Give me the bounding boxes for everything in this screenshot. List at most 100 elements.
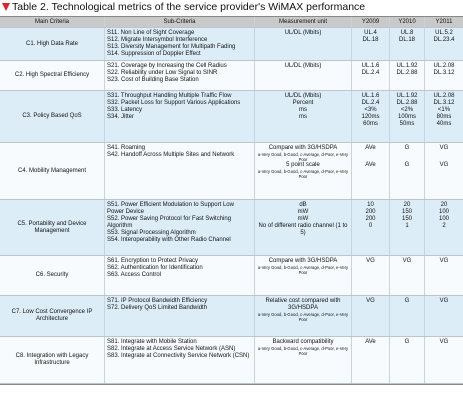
value-cell: UL.2.08 DL.3.12 — [425, 61, 463, 90]
unit: Relative cost compared with 3G/HSDPA — [265, 298, 341, 311]
sub-criteria: S51. Power Efficient Modulation to Suppo… — [107, 202, 234, 215]
value: DL.2.88 — [396, 100, 418, 106]
unit: UL/DL (Mbits) — [284, 63, 322, 69]
sub-criteria: S13. Diversity Management for Multipath … — [107, 44, 236, 50]
table: Main Criteria Sub-Criteria Measurement uni… — [0, 16, 463, 385]
sub-criteria: S33. Latency — [107, 107, 143, 113]
marker-icon — [2, 3, 10, 11]
header-cell: Measurement unit — [255, 17, 352, 27]
sub-criteria-cell: S21. Coverage by Increasing the Cell Rad… — [105, 61, 255, 90]
main-criteria-cell: C3. Policy Based QoS — [0, 91, 105, 142]
value: UL.8 — [400, 30, 414, 36]
unit: Compare with 3G/HSDPA — [268, 258, 338, 264]
sub-criteria: S71. IP Protocol Bandwidth Efficiency — [107, 298, 208, 304]
value: <3% — [364, 107, 377, 113]
value: 100 — [438, 209, 449, 215]
sub-criteria: S53. Signal Processing Algorithm — [107, 230, 196, 236]
main-criteria: C3. Policy Based QoS — [22, 113, 82, 119]
table-row: C1. High Data Rate S11. Non Line of Sight… — [0, 28, 463, 61]
value: VG — [439, 162, 449, 168]
value: UL.1.92 — [396, 63, 418, 69]
value-cell: VG VG — [425, 143, 463, 199]
unit-cell: UL/DL (Mbits) — [255, 61, 352, 90]
value-cell: UL.1.92 DL.2.88 <2% 100ms 50ms — [390, 91, 425, 142]
value: DL.23.4 — [433, 37, 455, 43]
value: UL.1.6 — [361, 93, 380, 99]
value: VG — [402, 258, 412, 264]
value-cell: AVe AVe — [352, 143, 390, 199]
value: UL.5.2 — [435, 30, 453, 36]
sub-criteria: S31. Throughput Handling Multiple Traffi… — [107, 93, 232, 99]
value: <1% — [437, 107, 451, 113]
value: AVe — [365, 145, 376, 151]
table-title: Table 2. Technological metrics of the se… — [12, 1, 366, 13]
main-criteria: C8. Integration with Legacy Infrastructu… — [15, 353, 89, 366]
sub-criteria: S23. Cost of Building Base Station — [107, 77, 199, 83]
sub-criteria: S34. Jitter — [107, 114, 135, 120]
sub-criteria: S83. Integrate at Connectivity Service N… — [107, 353, 250, 359]
main-criteria: C6. Security — [35, 272, 69, 278]
main-criteria-cell: C2. High Spectral Efficiency — [0, 61, 105, 90]
value-cell: VG — [425, 256, 463, 295]
unit-cell: UL/DL (Mbits) — [255, 28, 352, 60]
sub-criteria: S52. Power Saving Protocol for Fast Swit… — [107, 216, 232, 229]
value: 40ms — [436, 121, 452, 127]
value: 0 — [368, 223, 373, 229]
header-cell: Sub-Criteria — [105, 17, 255, 27]
value: DL.2.4 — [361, 100, 380, 106]
value: <2% — [400, 107, 414, 113]
value: 120ms — [361, 114, 380, 120]
unit: mW — [297, 216, 309, 222]
unit: a-Very Good, b-Good, c-Average, d-Poor, … — [257, 265, 349, 275]
sub-criteria: S32. Packet Loss for Support Various App… — [107, 100, 241, 106]
main-criteria: C5. Portability and Device Management — [17, 220, 87, 234]
main-criteria: C2. High Spectral Efficiency — [14, 72, 90, 78]
unit-cell: Compare with 3G/HSDPA a-Very Good, b-Good… — [255, 143, 352, 199]
value: 100ms — [397, 114, 416, 120]
unit: Percent — [292, 100, 314, 106]
value: DL.2.4 — [361, 70, 380, 76]
table-row: C2. High Spectral Efficiency S21. Coverag… — [0, 61, 463, 91]
value: 10 — [367, 202, 374, 208]
sub-criteria-cell: S61. Encryption to Protect Privacy S62. A… — [105, 256, 255, 295]
table-row: C3. Policy Based QoS S31. Throughput Hand… — [0, 91, 463, 143]
value: 60ms — [363, 121, 378, 127]
main-criteria-cell: C4. Mobility Management — [0, 143, 105, 199]
value: 1 — [405, 223, 409, 229]
unit-cell: Backward compatibility a-Very Good, b-Goo… — [255, 337, 352, 383]
sub-criteria-cell: S41. Roaming S42. Handoff Across Multiple… — [105, 143, 255, 199]
value: 2 — [442, 223, 446, 229]
value: UL.1.92 — [396, 93, 418, 99]
value: DL.18 — [398, 37, 415, 43]
header-cell: Y2011 — [435, 19, 453, 25]
value-cell: UL.4 DL.18 — [352, 28, 390, 60]
value-cell: VG — [390, 256, 425, 295]
value: 50ms — [399, 121, 415, 127]
value: 80ms — [436, 114, 452, 120]
unit: UL/DL (Mbits) — [284, 93, 322, 99]
sub-criteria: S61. Encryption to Protect Privacy — [107, 258, 199, 264]
value: VG — [439, 258, 449, 264]
value-cell: VG — [352, 256, 390, 295]
value: VG — [366, 258, 375, 264]
title-block: Table 2. Technological metrics of the se… — [2, 1, 365, 13]
table-row: C6. Security S61. Encryption to Protect P… — [0, 256, 463, 296]
sub-criteria: S21. Coverage by Increasing the Cell Rad… — [107, 63, 227, 69]
value: UL.2.08 — [433, 63, 455, 69]
sub-criteria: S41. Roaming — [107, 145, 146, 151]
unit-cell: Compare with 3G/HSDPA a-Very Good, b-Good… — [255, 256, 352, 295]
value-cell: 20 100 100 2 — [425, 200, 463, 255]
value: AVe — [365, 339, 376, 345]
unit: 5 point scale — [286, 162, 320, 168]
value-cell: VG — [425, 296, 463, 336]
unit: Compare with 3G/HSDPA — [268, 145, 338, 151]
value-cell: UL.2.08 DL.3.12 <1% 80ms 40ms — [425, 91, 463, 142]
value: 150 — [401, 216, 412, 222]
sub-criteria-cell: S31. Throughput Handling Multiple Traffi… — [105, 91, 255, 142]
sub-criteria-cell: S11. Non Line of Sight Coverage S12. Migr… — [105, 28, 255, 60]
sub-criteria: S62. Authentication for Identification — [107, 265, 203, 271]
header-row: Main Criteria Sub-Criteria Measurement uni… — [0, 17, 463, 28]
main-criteria-cell: C6. Security — [0, 256, 105, 295]
sub-criteria: S14. Suppression of Doppler Effect — [107, 51, 201, 57]
